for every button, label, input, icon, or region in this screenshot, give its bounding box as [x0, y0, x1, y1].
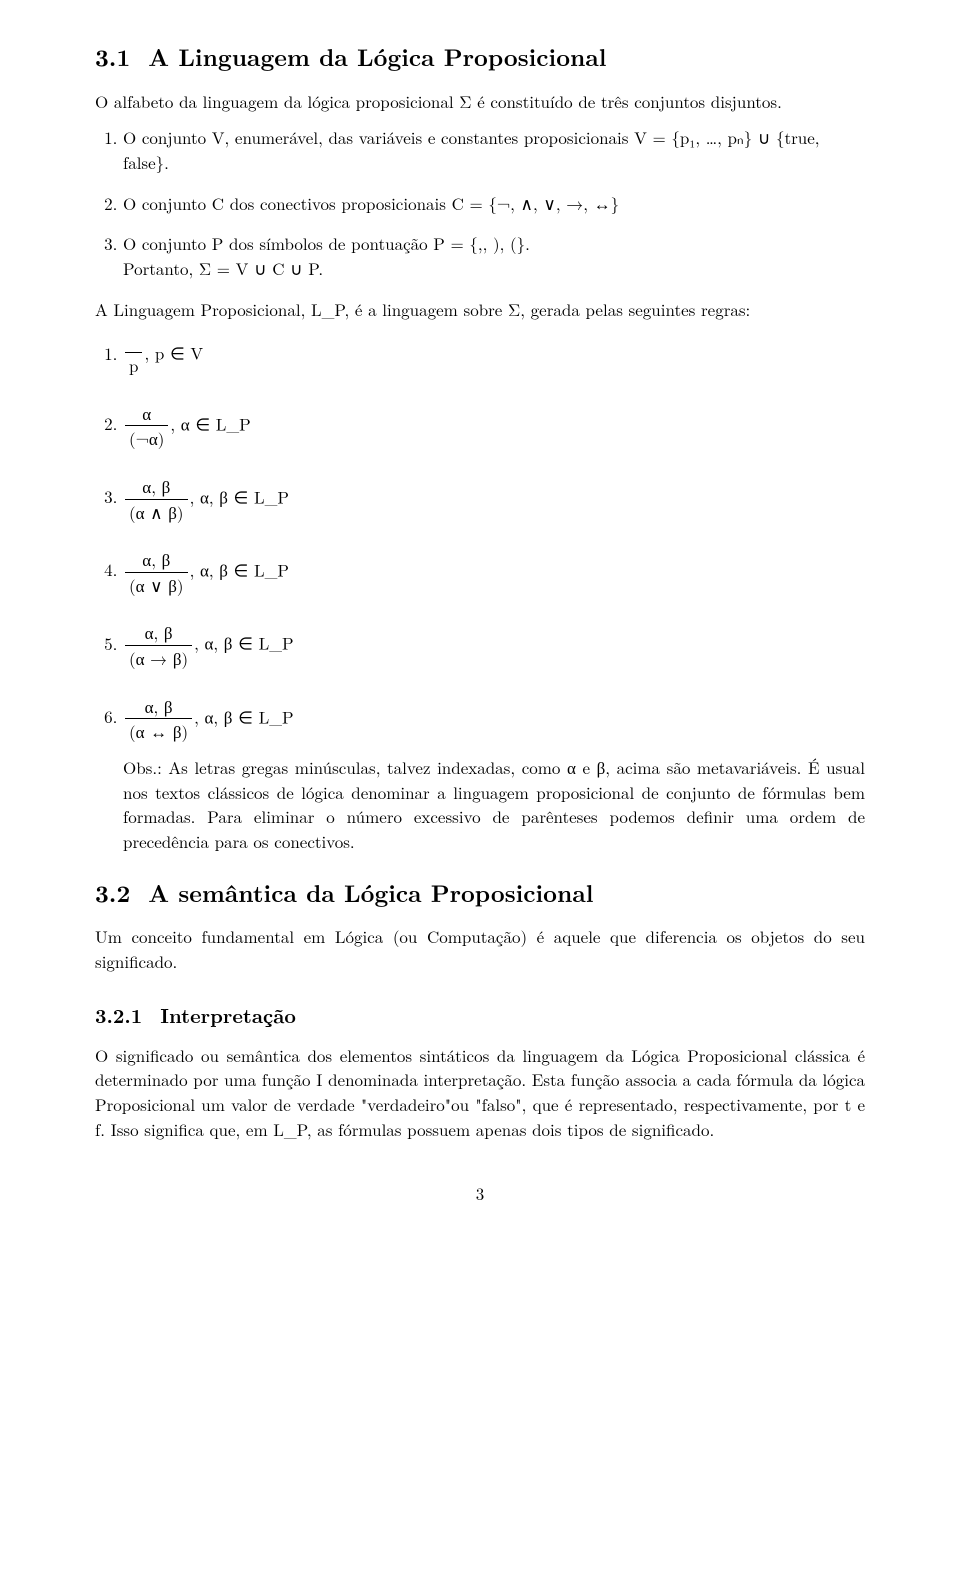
rule-6-num: α, β [125, 694, 192, 720]
rule-4-frac: α, β (α ∨ β) [125, 547, 188, 598]
section-32-title: A semântica da Lógica Proposicional [148, 876, 593, 910]
section-321-heading: 3.2.1 Interpretação [95, 1000, 865, 1029]
alphabet-list: O conjunto V, enumerável, das variáveis … [123, 125, 865, 280]
rule-5-frac: α, β (α → β) [125, 620, 192, 671]
section-31-intro: O alfabeto da linguagem da lógica propos… [95, 89, 865, 114]
rule-3: α, β (α ∧ β) , α, β ∈ L_P [123, 474, 865, 525]
rule-2-num: α [125, 401, 168, 427]
rule-1: p , p ∈ V [123, 333, 865, 378]
alphabet-item-2: O conjunto C dos conectivos proposiciona… [123, 191, 865, 216]
rule-4-den: (α ∨ β) [125, 573, 188, 599]
rule-6-cond: , α, β ∈ L_P [194, 704, 293, 728]
rule-4-cond: , α, β ∈ L_P [190, 557, 289, 581]
rule-4: α, β (α ∨ β) , α, β ∈ L_P [123, 547, 865, 598]
alphabet-item-3-text: O conjunto P dos símbolos de pontuação P… [123, 231, 530, 255]
rule-3-frac: α, β (α ∧ β) [125, 474, 188, 525]
rule-5-num: α, β [125, 620, 192, 646]
lp-intro: A Linguagem Proposicional, L_P, é a ling… [95, 297, 865, 322]
alphabet-item-1: O conjunto V, enumerável, das variáveis … [123, 125, 865, 174]
rule-6-den: (α ↔ β) [125, 719, 192, 745]
page-number: 3 [95, 1181, 865, 1206]
section-32-heading: 3.2 A semântica da Lógica Proposicional [95, 876, 865, 911]
rule-3-num: α, β [125, 474, 188, 500]
rules-list: p , p ∈ V α (¬α) , α ∈ L_P α, β (α ∧ β) … [123, 333, 865, 853]
rule-1-den: p [125, 353, 142, 379]
rule-2-cond: , α ∈ L_P [170, 411, 250, 435]
rule-5-cond: , α, β ∈ L_P [194, 631, 293, 655]
rule-5: α, β (α → β) , α, β ∈ L_P [123, 620, 865, 671]
alphabet-item-3: O conjunto P dos símbolos de pontuação P… [123, 231, 865, 280]
rule-2: α (¬α) , α ∈ L_P [123, 401, 865, 452]
rule-2-den: (¬α) [125, 426, 168, 452]
rule-1-num [125, 333, 142, 353]
section-32-intro: Um conceito fundamental em Lógica (ou Co… [95, 924, 865, 973]
section-32-number: 3.2 [95, 876, 130, 910]
obs-text: Obs.: As letras gregas minúsculas, talve… [123, 755, 865, 854]
section-31-number: 3.1 [95, 40, 130, 74]
section-321-body: O significado ou semântica dos elementos… [95, 1043, 865, 1142]
rule-2-frac: α (¬α) [125, 401, 168, 452]
rule-1-frac: p [125, 333, 142, 378]
rule-6: α, β (α ↔ β) , α, β ∈ L_P Obs.: As letra… [123, 694, 865, 854]
rule-3-cond: , α, β ∈ L_P [190, 484, 289, 508]
section-31-title: A Linguagem da Lógica Proposicional [148, 40, 606, 74]
portanto-text: Portanto, Σ = V ∪ C ∪ P. [123, 256, 323, 280]
rule-5-den: (α → β) [125, 646, 192, 672]
rule-1-cond: , p ∈ V [144, 341, 203, 365]
rule-3-den: (α ∧ β) [125, 500, 188, 526]
section-321-title: Interpretação [160, 1000, 296, 1029]
section-321-number: 3.2.1 [95, 1000, 142, 1029]
rule-6-frac: α, β (α ↔ β) [125, 694, 192, 745]
section-31-heading: 3.1 A Linguagem da Lógica Proposicional [95, 40, 865, 75]
rule-4-num: α, β [125, 547, 188, 573]
